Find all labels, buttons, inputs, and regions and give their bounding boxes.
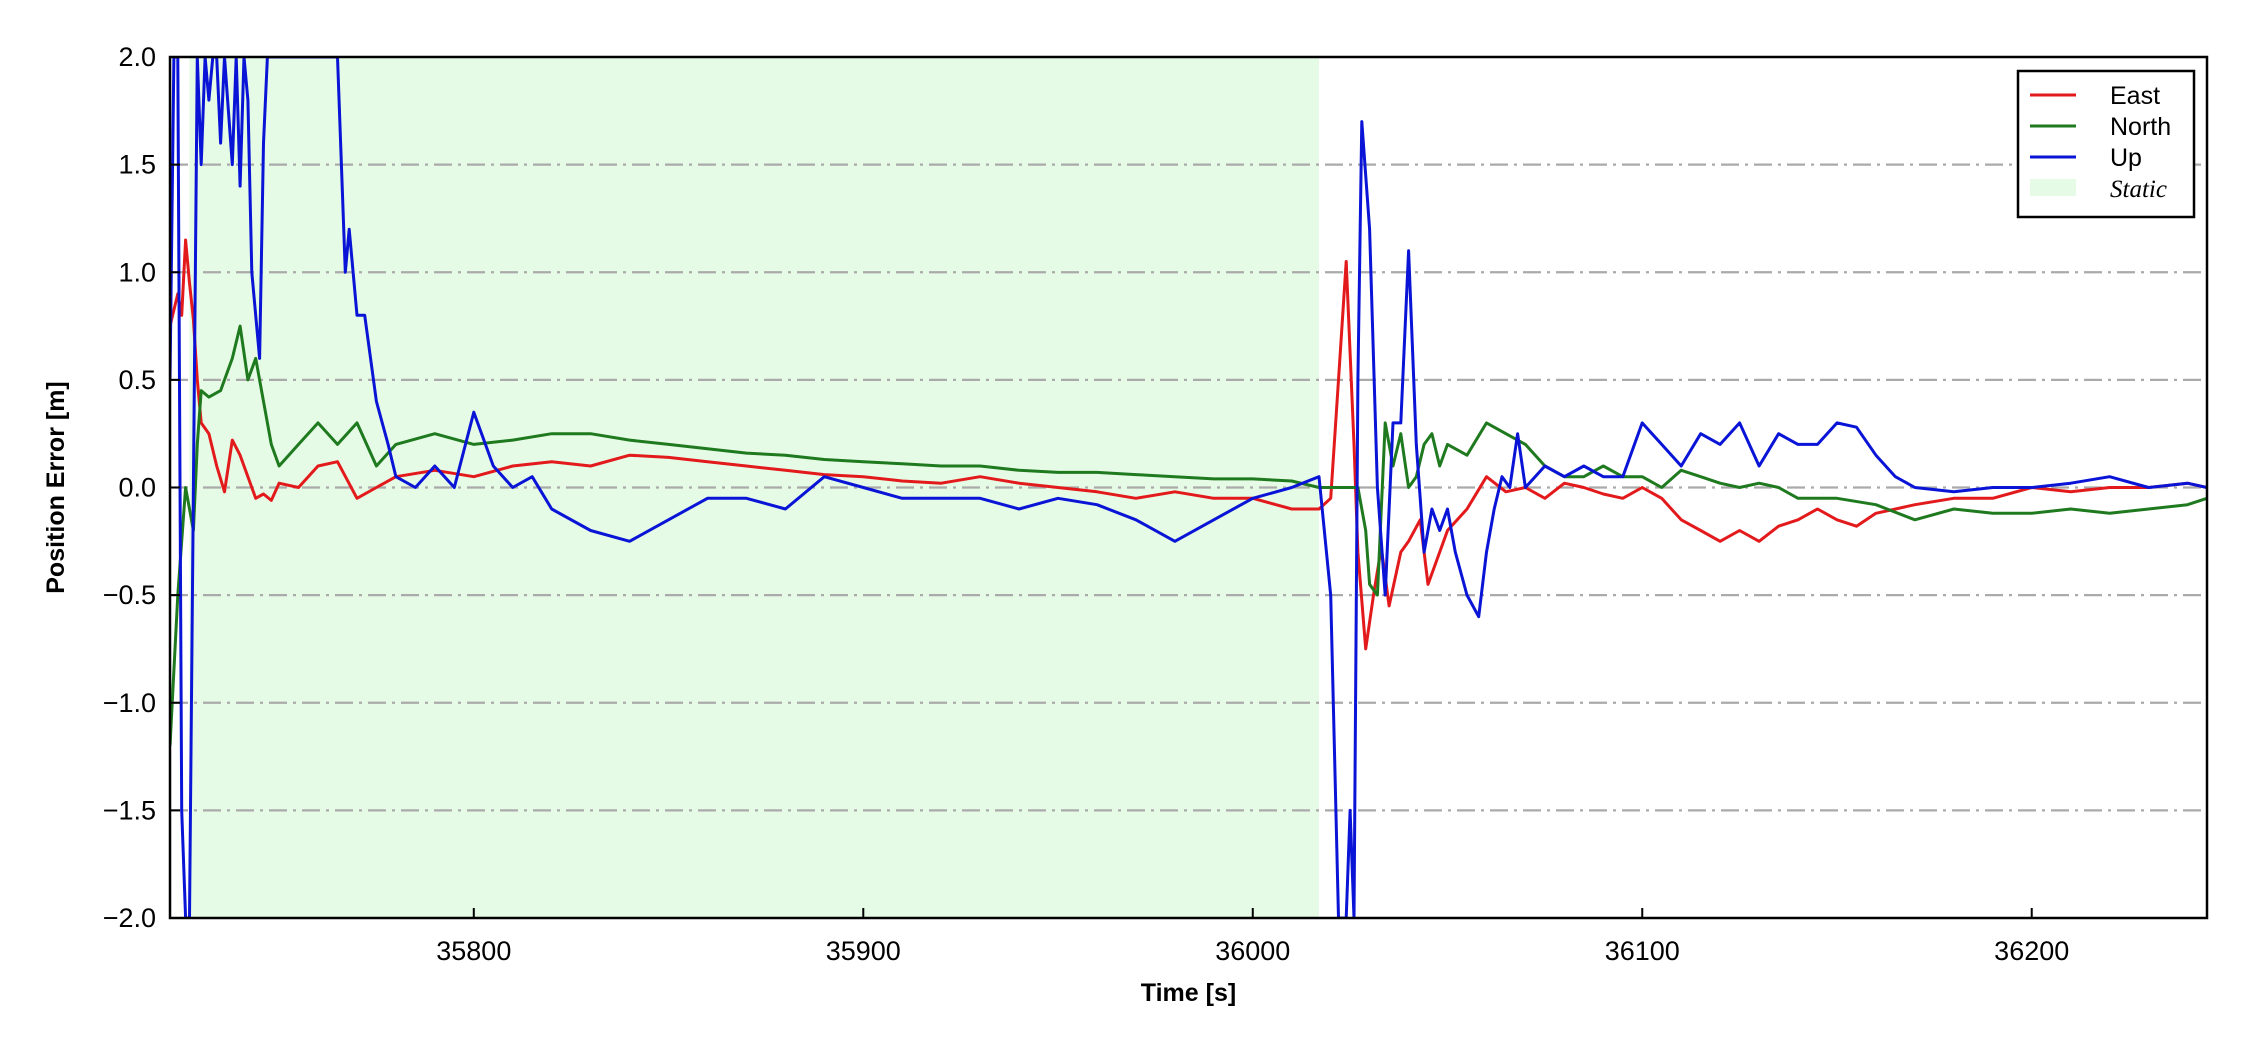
x-tick-label: 36200 bbox=[1994, 936, 2069, 966]
horizontal-gridlines bbox=[170, 163, 2207, 812]
legend: East North Up Static bbox=[2016, 69, 2196, 219]
series-line-north bbox=[170, 324, 2207, 746]
legend-label-static: Static bbox=[2110, 176, 2167, 203]
static-region-shading bbox=[189, 57, 1319, 918]
y-tick-label: −0.5 bbox=[103, 580, 156, 610]
series-lines bbox=[170, 57, 2207, 918]
y-tick-label: −1.0 bbox=[103, 688, 156, 718]
legend-label-north: North bbox=[2110, 113, 2171, 141]
series-line-up bbox=[170, 57, 2207, 918]
legend-swatch-static bbox=[2030, 179, 2076, 196]
y-tick-label: 1.5 bbox=[118, 150, 156, 180]
y-tick-label: 1.0 bbox=[118, 257, 156, 287]
series-line-east bbox=[170, 238, 2207, 651]
y-tick-label: −2.0 bbox=[103, 903, 156, 933]
y-tick-label: 0.5 bbox=[118, 365, 156, 395]
x-tick-label: 36000 bbox=[1215, 936, 1290, 966]
x-tick-label: 35800 bbox=[436, 936, 511, 966]
x-axis-ticks: 35800 35900 36000 36100 36200 bbox=[436, 908, 2069, 966]
y-axis-title: Position Error [m] bbox=[42, 381, 70, 594]
y-axis-ticks: −2.0 −1.5 −1.0 −0.5 0.0 0.5 1.0 1.5 2.0 bbox=[103, 42, 180, 933]
x-tick-label: 35900 bbox=[826, 936, 901, 966]
y-tick-label: −1.5 bbox=[103, 795, 156, 825]
x-tick-label: 36100 bbox=[1605, 936, 1680, 966]
x-axis-title: Time [s] bbox=[1141, 979, 1236, 1007]
legend-label-up: Up bbox=[2110, 144, 2142, 172]
y-tick-label: 0.0 bbox=[118, 473, 156, 503]
y-tick-label: 2.0 bbox=[118, 42, 156, 72]
legend-label-east: East bbox=[2110, 82, 2160, 110]
